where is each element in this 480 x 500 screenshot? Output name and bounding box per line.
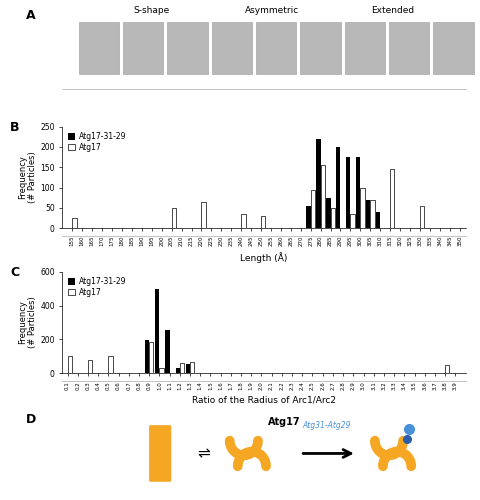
Bar <box>241 214 246 228</box>
Bar <box>172 208 176 228</box>
X-axis label: Length (Å): Length (Å) <box>240 252 288 263</box>
Bar <box>350 214 355 228</box>
Text: Asymmetric: Asymmetric <box>245 6 299 16</box>
Text: Extended: Extended <box>372 6 415 16</box>
Bar <box>108 356 113 374</box>
Y-axis label: Frequency
(# Particles): Frequency (# Particles) <box>18 152 37 204</box>
Bar <box>370 200 374 228</box>
Bar <box>79 22 119 74</box>
Bar <box>212 22 252 74</box>
Bar <box>331 208 335 228</box>
Bar <box>356 157 360 228</box>
Bar <box>311 190 315 228</box>
Bar <box>360 188 365 228</box>
Y-axis label: Frequency
(# Particles): Frequency (# Particles) <box>18 296 37 348</box>
Bar <box>186 364 190 374</box>
Bar <box>376 212 380 228</box>
Text: D: D <box>26 414 36 426</box>
Text: C: C <box>10 266 19 278</box>
Bar <box>256 22 296 74</box>
Bar <box>306 206 311 228</box>
Bar <box>321 166 325 228</box>
Bar <box>155 288 159 374</box>
Legend: Atg17-31-29, Atg17: Atg17-31-29, Atg17 <box>66 276 128 298</box>
Bar <box>316 139 321 228</box>
FancyBboxPatch shape <box>149 425 171 482</box>
Bar <box>88 360 92 374</box>
Bar <box>159 368 164 374</box>
Bar <box>145 340 149 374</box>
Bar <box>167 22 207 74</box>
Bar <box>326 198 331 228</box>
Bar <box>123 22 163 74</box>
Text: Atg17: Atg17 <box>268 417 300 427</box>
Bar <box>345 22 385 74</box>
Text: A: A <box>26 8 36 22</box>
Bar <box>445 365 449 374</box>
Bar <box>176 368 180 374</box>
Text: B: B <box>10 120 20 134</box>
Bar <box>180 363 184 374</box>
Bar <box>190 362 194 374</box>
X-axis label: Ratio of the Radius of Arc1/Arc2: Ratio of the Radius of Arc1/Arc2 <box>192 395 336 404</box>
Bar <box>336 147 340 228</box>
Bar <box>165 330 169 374</box>
Bar <box>68 356 72 374</box>
Bar <box>149 342 154 374</box>
Text: ⇌: ⇌ <box>197 446 210 461</box>
Bar <box>433 22 474 74</box>
Text: Atg31-Atg29: Atg31-Atg29 <box>302 420 351 430</box>
Bar <box>72 218 77 228</box>
Text: S-shape: S-shape <box>133 6 169 16</box>
Bar <box>261 216 265 228</box>
Bar <box>346 157 350 228</box>
Bar <box>389 22 429 74</box>
Bar <box>366 200 370 228</box>
Bar <box>300 22 341 74</box>
Bar <box>390 170 395 228</box>
Bar <box>420 206 424 228</box>
Bar <box>202 202 206 228</box>
Legend: Atg17-31-29, Atg17: Atg17-31-29, Atg17 <box>66 130 128 153</box>
